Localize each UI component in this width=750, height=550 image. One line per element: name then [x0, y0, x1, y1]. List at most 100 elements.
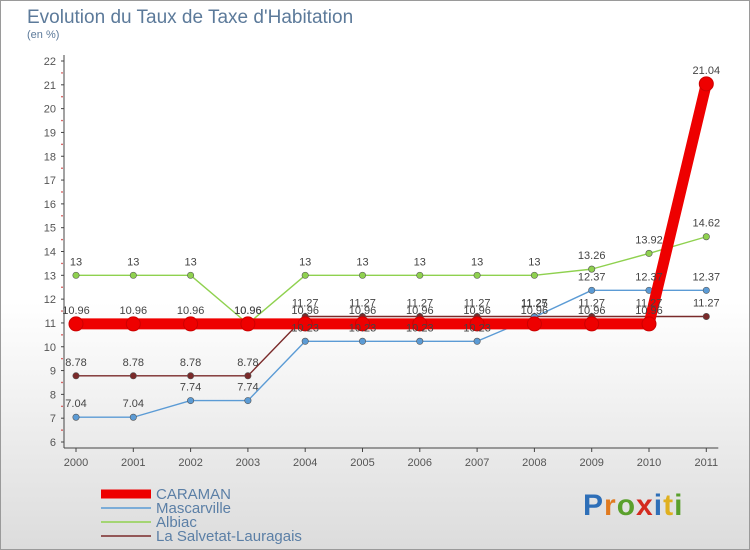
data-label: 10.23 — [406, 322, 434, 334]
brand-letter: x — [636, 489, 654, 522]
data-point — [473, 337, 481, 345]
data-label: 10.96 — [177, 305, 205, 317]
y-minor-tick — [61, 238, 63, 241]
data-point — [645, 249, 653, 257]
data-point — [526, 316, 542, 332]
data-point — [68, 316, 84, 332]
data-point — [702, 313, 710, 321]
data-point — [584, 316, 600, 332]
y-tick-label: 7 — [50, 413, 56, 425]
data-label: 10.96 — [349, 305, 377, 317]
data-label: 10.96 — [62, 305, 90, 317]
data-label: 7.74 — [180, 382, 201, 394]
y-minor-tick — [61, 357, 63, 360]
y-minor-tick — [61, 119, 63, 122]
data-label: 11.27 — [693, 298, 720, 310]
y-tick-label: 14 — [44, 247, 56, 259]
y-minor-tick — [61, 429, 63, 431]
y-tick-label: 21 — [44, 80, 56, 92]
y-tick-label: 11 — [45, 318, 56, 330]
data-label: 8.78 — [65, 357, 86, 369]
x-tick-label: 2003 — [236, 457, 260, 469]
data-point — [187, 397, 195, 405]
y-minor-tick — [61, 310, 63, 312]
data-label: 10.96 — [406, 305, 434, 317]
data-label: 13.26 — [578, 250, 606, 262]
data-label: 10.96 — [291, 305, 319, 317]
data-label: 13 — [299, 256, 311, 268]
x-tick-label: 2011 — [694, 457, 718, 469]
data-label: 7.74 — [237, 382, 258, 394]
data-label: 10.23 — [349, 322, 377, 334]
data-point — [702, 233, 710, 241]
legend-label: La Salvetat-Lauragais — [156, 528, 302, 545]
series-caraman — [68, 76, 714, 332]
x-tick-label: 2006 — [408, 457, 432, 469]
y-minor-tick — [61, 286, 63, 289]
y-minor-tick — [61, 72, 63, 74]
y-minor-tick — [61, 167, 63, 169]
legend-label: Albiac — [156, 514, 197, 531]
y-tick-label: 10 — [44, 342, 56, 354]
y-tick-label: 22 — [44, 56, 56, 68]
x-tick-label: 2009 — [579, 457, 603, 469]
data-point — [355, 316, 370, 332]
legend-label: Mascarville — [156, 500, 231, 517]
data-point — [129, 413, 137, 421]
data-label: 13 — [414, 256, 426, 268]
brand-letter: i — [674, 489, 684, 522]
x-tick-label: 2000 — [64, 457, 88, 469]
data-label: 8.78 — [180, 357, 201, 369]
data-label: 10.96 — [234, 305, 262, 317]
y-minor-tick — [61, 214, 63, 217]
legend-label: CARAMAN — [156, 486, 231, 503]
data-label: 13 — [184, 256, 196, 268]
data-label: 11.27 — [292, 298, 319, 310]
data-point — [72, 372, 80, 380]
y-tick-label: 6 — [50, 437, 56, 449]
data-point — [588, 265, 596, 273]
data-label: 7.04 — [65, 398, 86, 410]
data-label: 11.25 — [521, 298, 548, 310]
data-label: 10.23 — [463, 322, 491, 334]
data-point — [129, 372, 137, 380]
data-label: 11.27 — [349, 298, 376, 310]
data-point — [72, 413, 80, 421]
data-label: 10.96 — [234, 305, 262, 317]
y-minor-tick — [61, 334, 63, 336]
data-point — [358, 337, 366, 345]
data-label: 11.27 — [636, 298, 663, 310]
data-label: 12.37 — [635, 271, 663, 283]
data-point — [301, 337, 309, 345]
y-tick-label: 9 — [50, 366, 56, 378]
data-point — [412, 316, 428, 332]
data-point — [297, 316, 313, 332]
data-label: 13.92 — [635, 234, 663, 246]
data-label: 13 — [356, 256, 368, 268]
y-tick-label: 12 — [44, 294, 56, 306]
y-tick-label: 8 — [50, 389, 56, 401]
data-label: 21.04 — [693, 65, 721, 77]
x-tick-label: 2001 — [121, 457, 145, 469]
data-label: 11.27 — [464, 298, 491, 310]
chart-title: Evolution du Taux de Taxe d'Habitation — [27, 7, 354, 28]
data-label: 10.96 — [463, 305, 491, 317]
y-tick-label: 16 — [44, 199, 56, 211]
data-point — [641, 316, 657, 332]
data-label: 13 — [528, 256, 540, 268]
data-point — [72, 271, 80, 279]
data-label: 12.37 — [693, 271, 721, 283]
y-tick-label: 19 — [44, 127, 56, 139]
data-point — [301, 271, 309, 279]
y-minor-tick — [61, 95, 63, 98]
data-label: 8.78 — [123, 357, 144, 369]
data-point — [416, 271, 424, 279]
data-point — [473, 271, 481, 279]
data-label: 8.78 — [237, 357, 258, 369]
brand-letter: i — [653, 489, 664, 522]
data-point — [530, 271, 538, 279]
series-line — [75, 236, 707, 325]
data-label: 11.27 — [578, 298, 605, 310]
data-label: 11.27 — [521, 298, 548, 310]
